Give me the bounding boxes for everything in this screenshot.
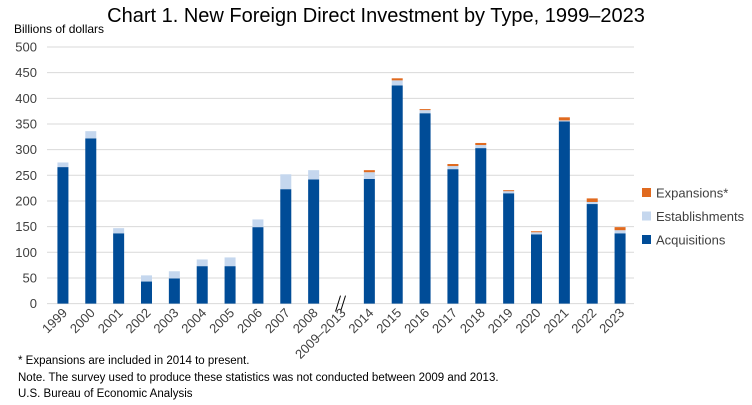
bar-establishments <box>503 191 515 194</box>
y-tick-label: 400 <box>15 91 37 106</box>
bar-acquisitions <box>57 167 69 304</box>
bar-acquisitions <box>447 169 459 304</box>
bar-establishments <box>57 162 69 168</box>
bar-establishments <box>531 232 542 235</box>
bar-acquisitions <box>308 179 320 304</box>
bar-expansions <box>558 117 570 121</box>
legend-swatch <box>642 235 651 244</box>
y-tick-label: 0 <box>30 296 37 311</box>
x-tick-label: 2006 <box>234 305 265 336</box>
bar-establishments <box>252 219 264 228</box>
bar-establishments <box>280 174 292 190</box>
bar-acquisitions <box>419 113 431 304</box>
x-tick-label: 2021 <box>540 305 571 336</box>
legend-swatch <box>642 188 651 197</box>
y-axis-label: Billions of dollars <box>14 22 105 36</box>
survey-note: Note. The survey used to produce these s… <box>18 372 499 384</box>
bar-acquisitions <box>113 233 125 304</box>
bar-acquisitions <box>614 233 626 304</box>
bar-acquisitions <box>280 189 292 304</box>
y-tick-label: 450 <box>15 65 37 80</box>
x-tick-label: 2019 <box>485 305 516 336</box>
x-tick-label: 2014 <box>345 305 376 336</box>
bar-establishments <box>614 230 626 234</box>
footnote: * Expansions are included in 2014 to pre… <box>18 355 250 367</box>
bar-acquisitions <box>503 193 515 304</box>
x-tick-label: 2004 <box>178 305 209 336</box>
x-tick-label: 2016 <box>401 305 432 336</box>
bar-acquisitions <box>586 204 598 304</box>
y-tick-label: 50 <box>23 270 37 285</box>
bar-establishments <box>475 145 487 149</box>
bar-establishments <box>224 257 236 267</box>
bar-establishments <box>363 172 375 179</box>
bar-acquisitions <box>224 266 236 304</box>
y-tick-label: 350 <box>15 116 37 131</box>
y-tick-label: 300 <box>15 142 37 157</box>
bar-establishments <box>113 228 125 234</box>
bar-acquisitions <box>141 281 152 304</box>
source-note: U.S. Bureau of Economic Analysis <box>18 388 193 400</box>
bar-acquisitions <box>252 227 264 304</box>
y-tick-label: 150 <box>15 219 37 234</box>
x-tick-label: 1999 <box>39 305 70 336</box>
legend-swatch <box>642 211 651 221</box>
bar-acquisitions <box>475 148 487 304</box>
bar-acquisitions <box>391 85 403 304</box>
bar-acquisitions <box>558 121 570 304</box>
bar-expansions <box>363 170 375 173</box>
bar-establishments <box>558 120 570 122</box>
x-tick-label: 2007 <box>262 305 293 336</box>
x-tick-label: 2005 <box>206 305 237 336</box>
legend-label: Expansions* <box>656 186 728 201</box>
bar-acquisitions <box>363 178 375 304</box>
x-tick-label: 2022 <box>568 305 599 336</box>
bar-establishments <box>391 80 403 86</box>
bar-establishments <box>85 131 97 139</box>
bar-establishments <box>196 259 208 267</box>
bar-establishments <box>308 170 320 180</box>
x-tick-label: 2023 <box>596 305 627 336</box>
chart-title: Chart 1. New Foreign Direct Investment b… <box>107 5 645 27</box>
bar-expansions <box>531 231 542 233</box>
y-tick-label: 200 <box>15 193 37 208</box>
bar-acquisitions <box>85 138 97 304</box>
bar-establishments <box>419 110 431 114</box>
axis-break-mark <box>335 295 341 312</box>
axis-break-mark <box>340 295 346 312</box>
bar-expansions <box>586 198 598 202</box>
bar-expansions <box>391 78 403 81</box>
y-tick-label: 500 <box>15 40 37 55</box>
x-tick-label: 2020 <box>513 305 544 336</box>
x-tick-label: 2002 <box>123 305 154 336</box>
bar-acquisitions <box>531 234 542 304</box>
bar-establishments <box>168 271 180 279</box>
bar-expansions <box>419 109 431 111</box>
bar-expansions <box>503 190 515 192</box>
legend-label: Establishments <box>656 209 745 224</box>
bar-establishments <box>447 166 459 170</box>
bar-acquisitions <box>196 266 208 304</box>
x-tick-label: 2003 <box>150 305 181 336</box>
x-tick-label: 2018 <box>457 305 488 336</box>
y-tick-label: 100 <box>15 245 37 260</box>
bar-establishments <box>586 201 598 205</box>
y-tick-label: 250 <box>15 168 37 183</box>
bar-expansions <box>475 142 487 146</box>
bar-acquisitions <box>168 278 180 304</box>
bar-establishments <box>141 275 152 282</box>
x-tick-label: 2015 <box>373 305 404 336</box>
x-tick-label: 2000 <box>67 305 98 336</box>
bar-expansions <box>614 227 626 231</box>
x-tick-label: 2017 <box>429 305 460 336</box>
bar-expansions <box>447 164 459 167</box>
x-tick-label: 2001 <box>95 305 126 336</box>
legend-label: Acquisitions <box>656 233 726 248</box>
